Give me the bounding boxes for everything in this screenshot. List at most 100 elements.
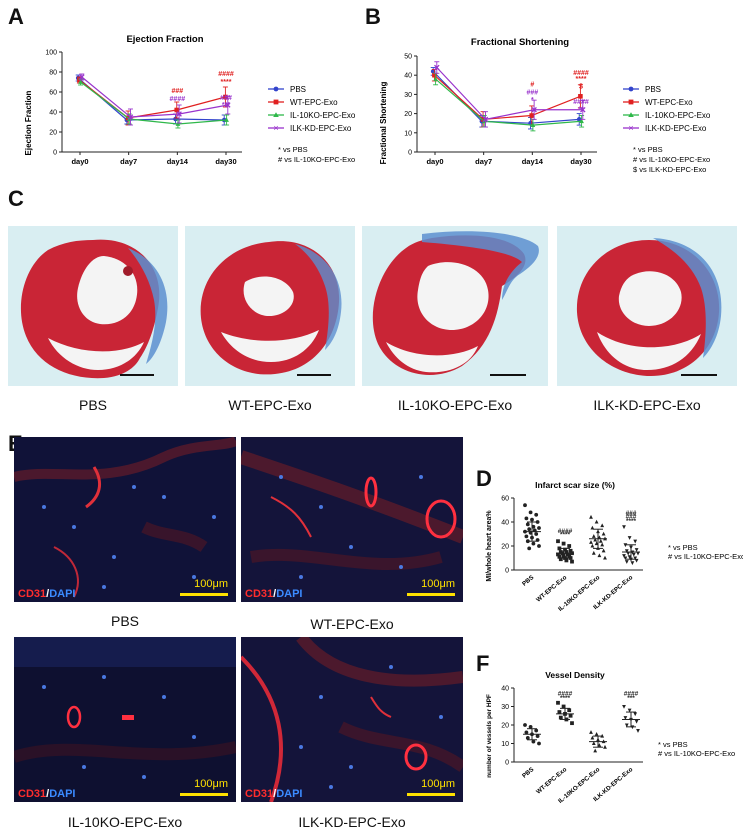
x-tick-label-day7: day7 <box>475 157 492 166</box>
y-tick-label: 50 <box>404 54 412 61</box>
chart-title: Vessel Density <box>545 670 605 680</box>
footnote-vs-il10ko: # vs IL-10KO-EPC-Exo <box>668 552 743 561</box>
data-point <box>590 543 595 548</box>
heart-caption-ilk: ILK-KD-EPC-Exo <box>593 397 701 413</box>
data-point <box>633 712 638 717</box>
significance-label: #### <box>218 71 234 78</box>
significance-label: #### <box>573 70 589 77</box>
significance-label: ### <box>626 513 637 520</box>
significance-label: #### <box>624 690 639 697</box>
data-point <box>593 537 598 542</box>
data-point <box>567 553 572 558</box>
data-point <box>528 724 533 729</box>
y-tick-label: 0 <box>505 568 509 575</box>
data-point <box>534 532 539 536</box>
data-point <box>531 739 536 744</box>
data-point-ilk-kd-epc-exo <box>482 116 489 123</box>
x-tick-label-pbs: PBS <box>521 766 535 780</box>
y-tick-label: 40 <box>501 520 509 527</box>
significance-label: **** <box>560 531 571 538</box>
footnote-vs-il10ko: # vs IL-10KO-EPC-Exo <box>633 155 710 164</box>
data-point <box>630 561 635 566</box>
data-point <box>570 721 574 726</box>
data-point <box>591 741 596 746</box>
scale-bar <box>407 593 455 596</box>
scale-bar-label: 100μm <box>421 778 455 790</box>
heart-ilk-image <box>576 238 722 376</box>
data-point-ilk-kd-epc-exo-b <box>434 64 440 71</box>
data-point <box>601 548 606 553</box>
x-tick-label-day14: day14 <box>522 157 544 166</box>
data-point-il-10ko-epc-exo <box>530 122 536 127</box>
group-il-10ko-epc-exo <box>589 730 607 753</box>
series-line-il-10ko-epc-exo <box>435 78 582 126</box>
y-tick-label: 20 <box>404 111 412 118</box>
micrograph-caption-pbs: PBS <box>110 613 139 629</box>
group-ilk-kd-epc-exo <box>622 525 640 566</box>
group-wt-epc-exo <box>556 539 574 564</box>
data-point <box>622 554 626 558</box>
data-point <box>561 553 566 558</box>
micrograph-il10ko: CD31/DAPI 100μm <box>14 637 236 802</box>
heart-section-pbs <box>8 226 178 386</box>
data-point <box>624 560 629 564</box>
scale-bar <box>120 374 154 376</box>
data-point-il-10ko-epc-exo <box>78 79 83 84</box>
legend-label-wt: WT-EPC-Exo <box>290 98 338 107</box>
data-point-il-10ko-epc-exo <box>579 118 584 124</box>
data-point <box>597 553 602 558</box>
y-tick-label: 20 <box>501 723 509 730</box>
heart-caption-wt: WT-EPC-Exo <box>228 397 312 413</box>
data-point-ilk-kd-epc-exo-b <box>127 114 134 120</box>
y-tick-label: 40 <box>49 110 57 117</box>
panel-letter-d: D <box>476 466 492 491</box>
series-il-10ko-epc-exo <box>78 78 230 129</box>
data-point <box>567 708 572 713</box>
y-tick-label: 20 <box>501 544 509 551</box>
data-point <box>556 700 560 705</box>
data-point <box>634 719 639 724</box>
data-point <box>624 723 629 728</box>
series-line-wt-epc-exo <box>433 74 581 120</box>
data-point-ilk-kd-epc-exo-b <box>79 74 85 80</box>
micrograph-ilk: CD31/DAPI 100μm <box>241 637 463 802</box>
data-point <box>594 731 599 736</box>
ejection-fraction-chart: Ejection Fraction Ejection Fraction 0 20 4… <box>24 34 356 166</box>
series-pbs <box>75 74 227 126</box>
data-point <box>561 704 566 709</box>
data-point <box>633 556 638 561</box>
data-point <box>636 729 640 733</box>
scale-bar-label: 100μm <box>421 578 455 590</box>
data-point <box>568 548 573 553</box>
data-point-wt-epc-exo <box>432 72 437 78</box>
y-tick-label: 100 <box>45 50 57 57</box>
data-point <box>603 555 607 560</box>
y-axis-label: number of vessels per HPF <box>486 694 493 778</box>
data-point <box>525 522 530 527</box>
significance-label: **** <box>576 76 587 83</box>
data-point <box>537 544 541 548</box>
y-tick-label: 20 <box>49 130 57 137</box>
y-tick-label: 60 <box>49 90 57 97</box>
data-point <box>558 715 563 720</box>
data-point <box>589 540 593 544</box>
data-point <box>626 551 631 556</box>
panel-letter-c: C <box>8 186 24 211</box>
y-tick-label: 10 <box>501 741 509 748</box>
heart-section-il10ko <box>362 226 548 386</box>
data-point <box>537 526 541 530</box>
data-point <box>537 741 541 746</box>
legend-marker-pbs <box>628 86 634 92</box>
data-point <box>556 552 560 557</box>
data-point <box>600 523 605 528</box>
legend-marker-wt <box>273 99 279 105</box>
x-tick-label-day30: day30 <box>570 157 591 166</box>
significance-label: #### <box>170 96 186 103</box>
data-point <box>561 541 566 546</box>
heart-section-ilk <box>557 226 737 386</box>
data-point <box>525 736 530 740</box>
data-point-pbs <box>576 117 582 122</box>
scale-bar <box>407 793 455 796</box>
